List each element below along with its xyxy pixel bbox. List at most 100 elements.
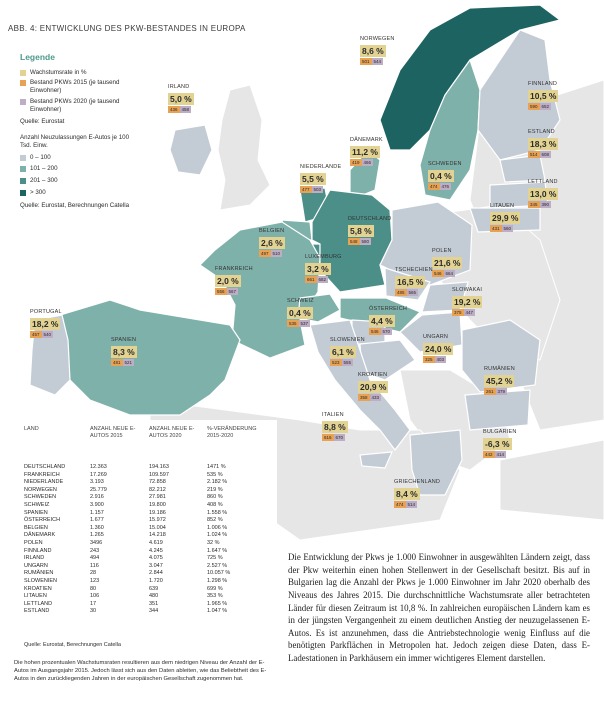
- table-cell-change: 2.182 %: [207, 479, 228, 486]
- legend-swatch-rate: [20, 69, 26, 76]
- growth-rate: 10,5 %: [528, 90, 559, 102]
- country-italy-sicily: [359, 451, 393, 469]
- country-label-polen: POLEN 21,6 % 546 664: [432, 248, 463, 277]
- cars-2020: 521: [122, 359, 135, 366]
- country-label-niederlande: NIEDERLANDE 5,5 % 477 503: [300, 164, 341, 193]
- country-name: SLOWENIEN: [330, 337, 365, 343]
- table-cell-change: 2.527 %: [207, 562, 228, 569]
- cars-2020: 414: [494, 451, 507, 458]
- table-cell-country: LETTLAND: [24, 600, 53, 607]
- table-cell-2015: 494: [90, 555, 100, 562]
- table-row: NIEDERLANDE 3.193 72.858 2.182 %: [24, 479, 274, 486]
- legend-class-title: Anzahl Neuzulassungen E-Autos je 100 Tsd…: [20, 134, 130, 149]
- table-row: KROATIEN 80 639 699 %: [24, 586, 274, 593]
- legend-swatch: [20, 166, 26, 173]
- country-label-lettland: LETTLAND 13,0 % 345 390: [528, 179, 559, 208]
- cars-2015: 546: [432, 270, 444, 277]
- uk-land: [217, 84, 271, 211]
- legend-item-label: Wachstumsrate in %: [30, 68, 87, 76]
- table-cell-change: 860 %: [207, 494, 223, 501]
- cars-2020: 503: [311, 186, 324, 193]
- cars-2015: 546: [369, 328, 381, 335]
- table-cell-country: NIEDERLANDE: [24, 479, 64, 486]
- legend-class-label: > 300: [30, 188, 46, 196]
- cars-2020: 652: [539, 103, 552, 110]
- country-label-schweiz: SCHWEIZ 0,4 % 535 537: [287, 298, 314, 327]
- table-cell-country: RUMÄNIEN: [24, 570, 54, 577]
- table-row: FINNLAND 243 4.245 1.647 %: [24, 548, 274, 555]
- table-cell-2015: 17: [90, 600, 97, 607]
- legend-swatch-2015: [20, 80, 26, 87]
- legend-item-2015: Bestand PKWs 2015 (je tausend Einwohner): [20, 79, 131, 95]
- table-row: DEUTSCHLAND 12.363 194.163 1471 %: [24, 464, 274, 471]
- table-row: BELGIEN 1.360 15.004 1.006 %: [24, 525, 274, 532]
- legend-item-2020: Bestand PKWs 2020 (je tausend Einwohner): [20, 98, 131, 114]
- cars-2015: 375: [452, 309, 464, 316]
- cars-2015: 590: [528, 103, 540, 110]
- table-cell-2020: 27.981: [149, 494, 166, 501]
- table-cell-2015: 1.157: [90, 509, 104, 516]
- cars-2015: 419: [350, 159, 362, 166]
- table-cell-2020: 480: [149, 593, 159, 600]
- table-row: LITAUEN 106 480 353 %: [24, 593, 274, 600]
- country-name: ESTLAND: [528, 129, 555, 135]
- cars-2015: 501: [360, 58, 372, 65]
- table-cell-change: 1.006 %: [207, 524, 228, 531]
- country-label-litauen: LITAUEN 29,9 % 431 560: [490, 203, 521, 232]
- cars-2015: 457: [30, 331, 42, 338]
- growth-rate: 6,1 %: [330, 346, 356, 358]
- growth-rate: 8,3 %: [111, 346, 137, 358]
- cars-2015: 442: [483, 451, 495, 458]
- table-cell-country: BELGIEN: [24, 524, 48, 531]
- growth-rate: 4,4 %: [369, 315, 395, 327]
- cars-2020: 555: [341, 359, 354, 366]
- country-name: FINNLAND: [528, 81, 558, 87]
- table-cell-country: SCHWEDEN: [24, 494, 57, 501]
- legend-class-label: 0 – 100: [30, 153, 51, 161]
- table-cell-country: ÖSTERREICH: [24, 517, 61, 524]
- table-row: SCHWEIZ 3.900 19.800 408 %: [24, 502, 274, 509]
- legend-item-label: Bestand PKWs 2015 (je tausend Einwohner): [30, 79, 120, 95]
- cars-2020: 570: [380, 328, 393, 335]
- table-cell-2015: 116: [90, 562, 99, 569]
- table-cell-2020: 15.972: [149, 517, 166, 524]
- cars-2015: 485: [395, 289, 407, 296]
- legend-class-label: 101 – 200: [30, 165, 58, 173]
- growth-rate: 11,2 %: [350, 146, 380, 158]
- cars-2015: 474: [428, 183, 440, 190]
- table-cell-2020: 639: [149, 585, 159, 592]
- table-cell-2015: 28: [90, 570, 97, 577]
- footnote: Die hohen prozentualen Wachstumsraten re…: [14, 660, 267, 682]
- country-name: ITALIEN: [322, 412, 344, 418]
- cars-2020: 390: [539, 201, 552, 208]
- country-name: FRANKREICH: [215, 266, 253, 272]
- country-label-spanien: SPANIEN 8,3 % 481 521: [111, 337, 137, 366]
- table-cell-change: 353 %: [207, 593, 223, 600]
- table-cell-change: 1.558 %: [207, 509, 228, 516]
- table-cell-2015: 25.779: [90, 486, 107, 493]
- table-row: ESTLAND 30 344 1.047 %: [24, 608, 274, 615]
- table-cell-change: 699 %: [207, 585, 223, 592]
- table-cell-country: DEUTSCHLAND: [24, 464, 66, 470]
- cars-2015: 616: [322, 434, 334, 441]
- country-name: IRLAND: [168, 84, 190, 90]
- table-cell-country: POLEN: [24, 540, 43, 546]
- country-label-bulgarien: BULGARIEN -6,3 % 442 414: [483, 429, 516, 458]
- table-row: UNGARN 116 3.047 2.527 %: [24, 563, 274, 570]
- growth-rate: 45,2 %: [484, 375, 515, 387]
- legend-box: Legende Wachstumsrate in % Bestand PKWs …: [14, 47, 137, 270]
- legend-item-label: Bestand PKWs 2020 (je tausend Einwohner): [30, 97, 120, 113]
- cars-2015: 477: [300, 186, 312, 193]
- country-label-estland: ESTLAND 18,3 % 514 608: [528, 129, 559, 158]
- cars-2015: 436: [168, 106, 180, 113]
- country-name: BELGIEN: [259, 228, 285, 234]
- growth-rate: 8,4 %: [394, 488, 420, 500]
- cars-2015: 474: [394, 501, 406, 508]
- table-cell-2020: 19.186: [149, 509, 166, 516]
- table-cell-2020: 3.047: [149, 562, 163, 569]
- country-bulgaria: [464, 389, 531, 431]
- cars-2015: 556: [215, 288, 227, 295]
- country-label-schweden: SCHWEDEN 0,4 % 474 476: [428, 161, 461, 190]
- table-header-2020: ANZAHL NEUE E-AUTOS 2020: [149, 426, 195, 440]
- country-name: LETTLAND: [528, 179, 558, 185]
